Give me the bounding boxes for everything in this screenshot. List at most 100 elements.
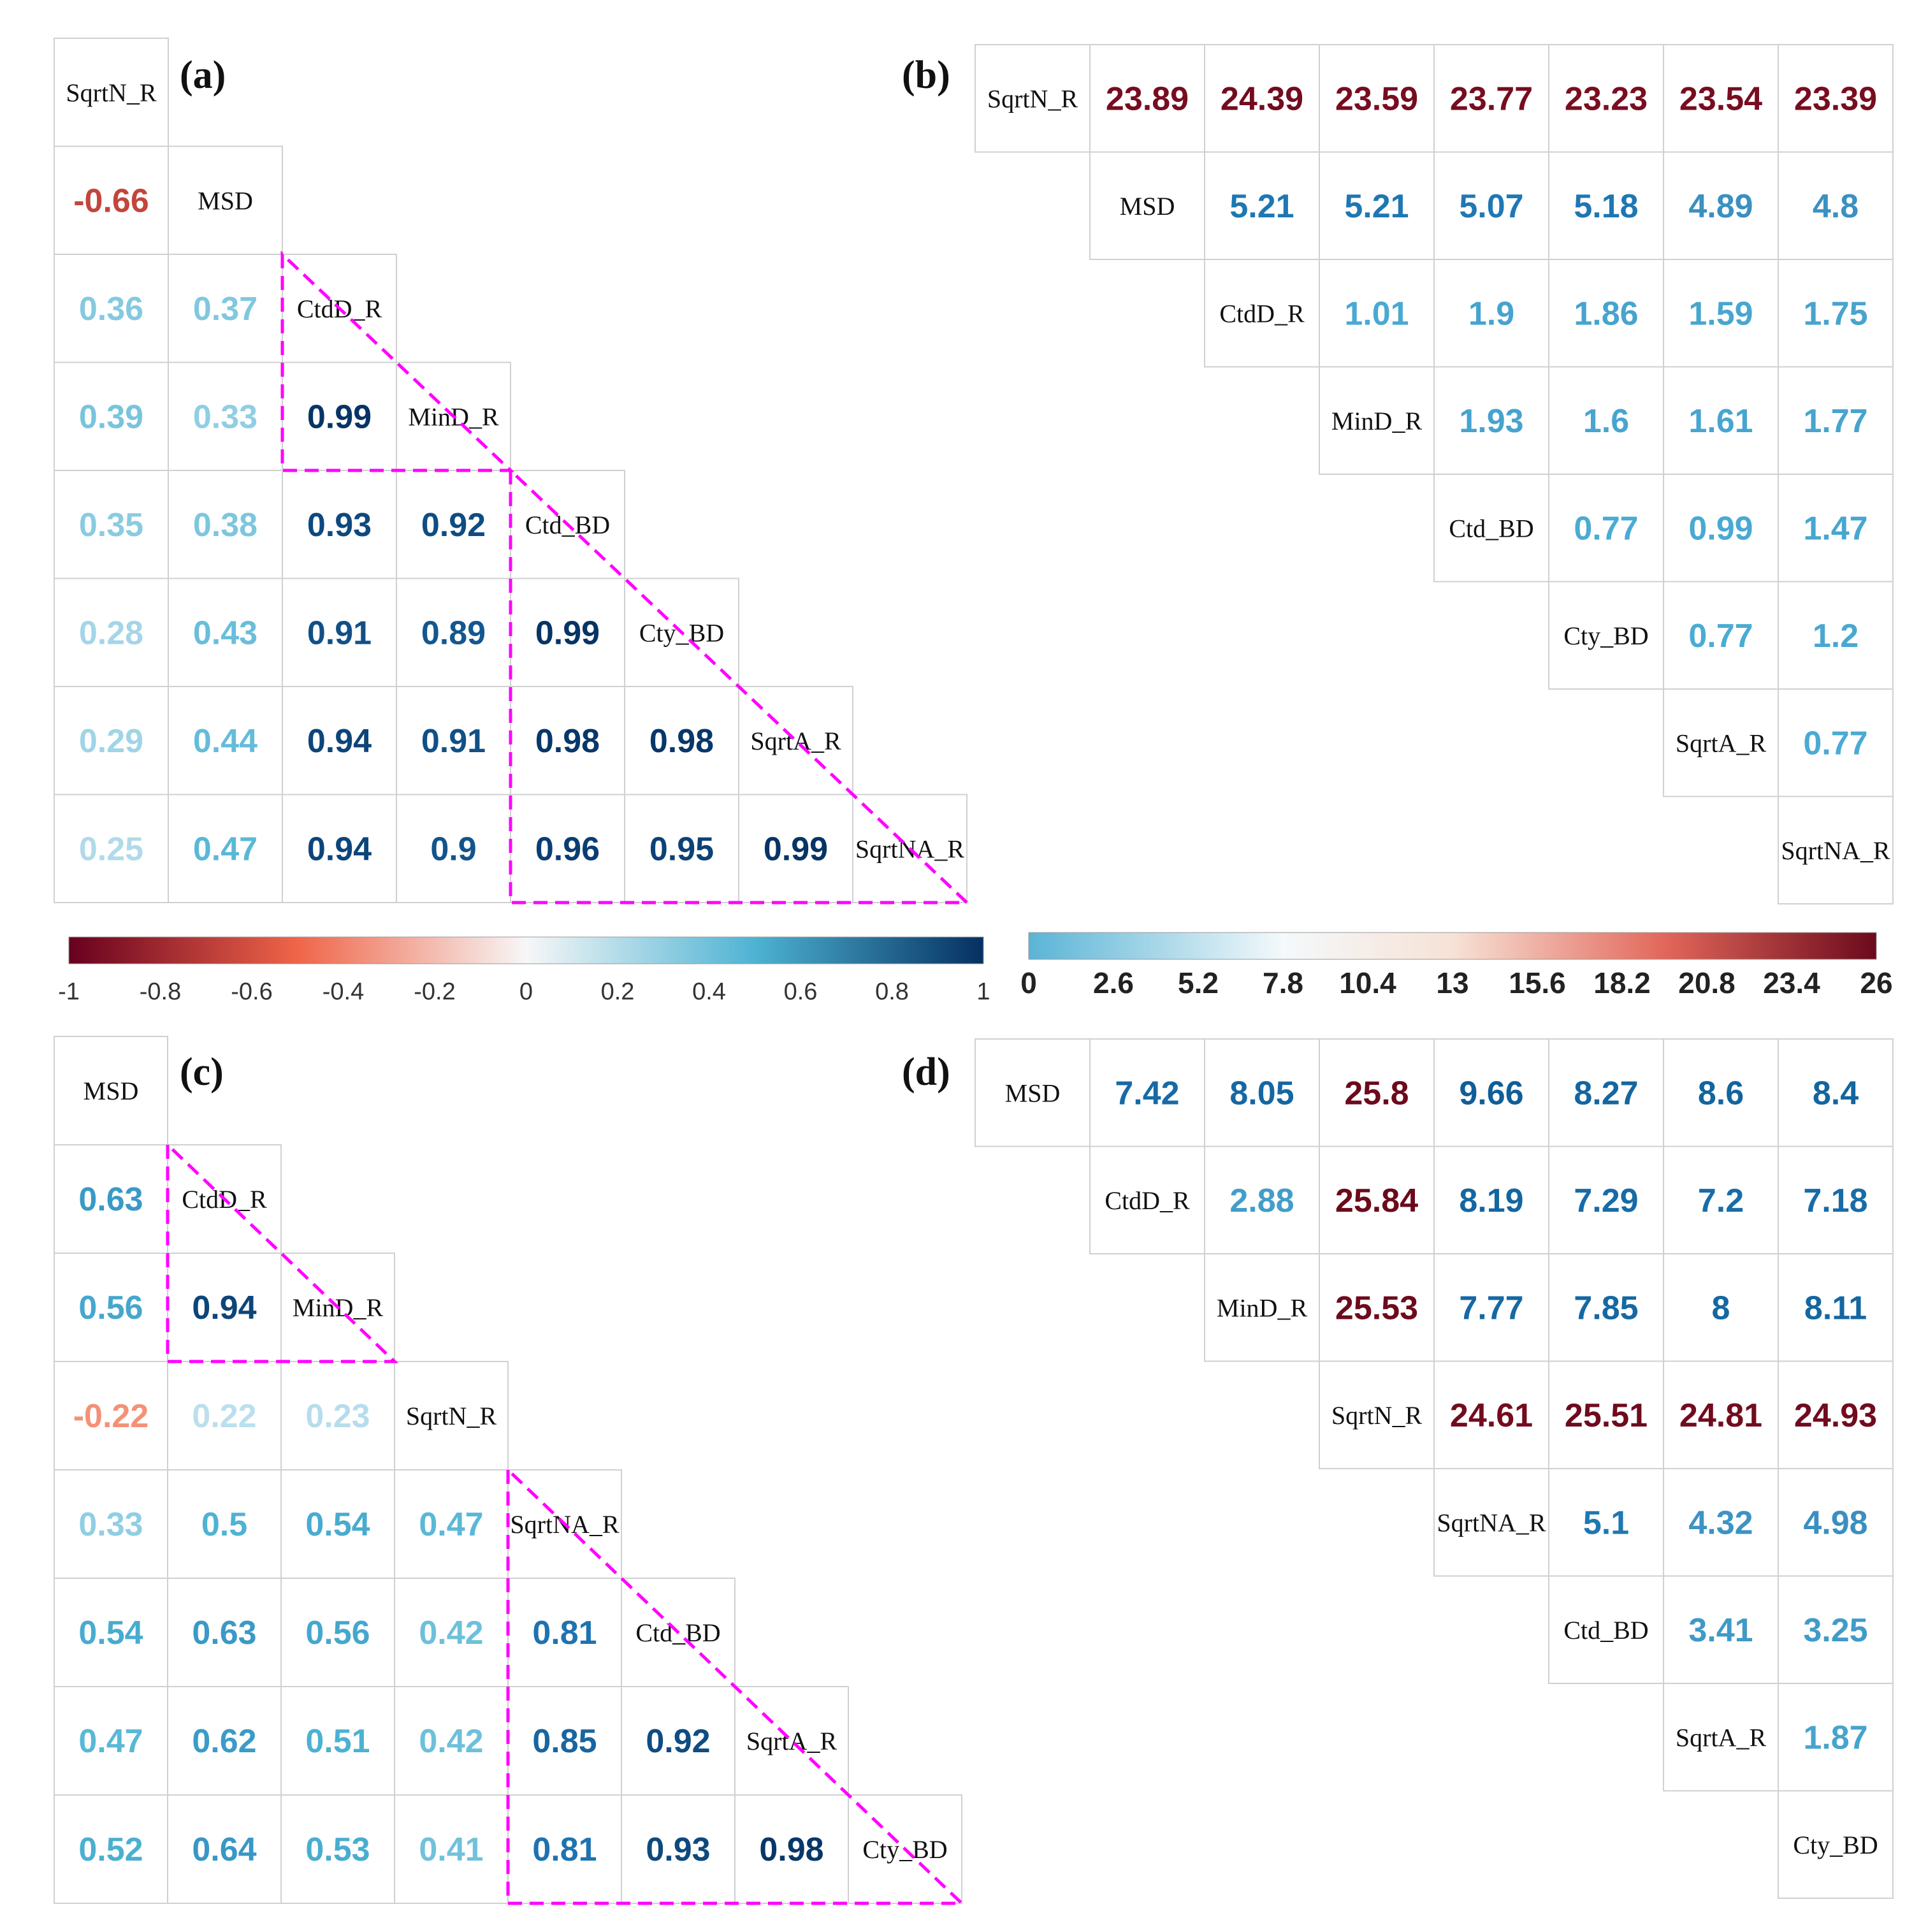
distance-value: 1.87 — [1803, 1719, 1867, 1756]
matrix-cell — [54, 254, 169, 363]
matrix-cell — [1204, 1038, 1320, 1147]
matrix-cell — [54, 1469, 168, 1579]
correlation-value: 0.54 — [78, 1615, 143, 1652]
variable-label: SqrtN_R — [66, 78, 157, 107]
variable-label: Cty_BD — [1793, 1831, 1878, 1859]
matrix-cell — [1433, 44, 1549, 153]
correlation-value: 0.33 — [78, 1506, 143, 1543]
matrix-cell — [167, 1578, 282, 1687]
matrix-cell — [1319, 259, 1435, 368]
matrix-cell — [1663, 1683, 1779, 1792]
colorbar-tick-label: -0.8 — [140, 978, 181, 1005]
matrix-cell — [1089, 1038, 1205, 1147]
correlation-value: 0.63 — [78, 1181, 143, 1218]
correlation-value: 0.99 — [307, 398, 372, 435]
correlation-value: 0.62 — [192, 1723, 256, 1760]
matrix-cell — [1548, 259, 1664, 368]
variable-label: CtdD_R — [1105, 1186, 1190, 1215]
matrix-cell — [54, 1794, 168, 1904]
matrix-cell — [1663, 259, 1779, 368]
distance-value: 8.4 — [1813, 1075, 1859, 1112]
matrix-cell — [54, 470, 169, 579]
matrix-cell — [1204, 151, 1320, 260]
distance-value: 7.85 — [1574, 1289, 1638, 1326]
correlation-value: 0.23 — [305, 1398, 370, 1435]
correlation-value: 0.42 — [419, 1723, 483, 1760]
correlation-value: 0.5 — [201, 1506, 247, 1543]
matrix-cell — [394, 1361, 509, 1471]
variable-label: Ctd_BD — [1563, 1616, 1648, 1645]
distance-value: 4.98 — [1803, 1504, 1867, 1541]
correlation-value: 0.41 — [419, 1831, 483, 1868]
matrix-cell — [1319, 1253, 1435, 1362]
distance-value: 23.54 — [1679, 80, 1762, 117]
colorbar-tick-label: 1 — [976, 978, 990, 1005]
matrix-cell — [1548, 151, 1664, 260]
distance-value: 25.53 — [1335, 1289, 1418, 1326]
distance-value: 1.61 — [1688, 403, 1753, 440]
matrix-cell — [1433, 1360, 1549, 1469]
distance-value: 3.25 — [1803, 1612, 1867, 1649]
correlation-value: 0.93 — [646, 1831, 710, 1868]
distance-value: 9.66 — [1459, 1075, 1523, 1112]
correlation-value: 0.29 — [79, 723, 143, 760]
distance-value: 4.32 — [1688, 1504, 1753, 1541]
distance-value: 4.89 — [1688, 188, 1753, 225]
colorbar-tick-label: -1 — [58, 978, 80, 1005]
matrix-cell — [1778, 44, 1894, 153]
colorbar-tick-label: 0.6 — [784, 978, 818, 1005]
distance-value: 1.2 — [1813, 618, 1859, 655]
correlation-value: 0.25 — [79, 831, 143, 868]
correlation-value: 0.98 — [649, 723, 714, 760]
matrix-cell — [1319, 366, 1435, 475]
matrix-cell — [1663, 44, 1779, 153]
correlation-colorbar: -1 -0.8 -0.6 -0.4 -0.2 0 0.2 0.4 0.6 0.8 1 — [58, 936, 990, 1005]
correlation-value: 0.47 — [419, 1506, 483, 1543]
correlation-value: 0.92 — [646, 1723, 710, 1760]
distance-value: 23.59 — [1335, 80, 1418, 117]
matrix-cell — [168, 794, 283, 903]
distance-value: 24.61 — [1450, 1397, 1533, 1434]
distance-value: 1.6 — [1583, 403, 1629, 440]
colorbar-tick-label: 0 — [1020, 966, 1037, 999]
colorbar-tick-label: 0 — [519, 978, 533, 1005]
correlation-value: 0.89 — [421, 614, 486, 651]
matrix-cell — [1663, 1360, 1779, 1469]
correlation-value: 0.33 — [193, 398, 257, 435]
colorbar-gradient — [68, 936, 984, 964]
correlation-value: 0.56 — [78, 1289, 143, 1326]
matrix-cell — [394, 1578, 509, 1687]
distance-value: 5.07 — [1459, 188, 1523, 225]
distance-value: 7.77 — [1459, 1289, 1523, 1326]
distance-value: 25.84 — [1335, 1182, 1418, 1219]
matrix-cell — [1778, 1253, 1894, 1362]
matrix-cell — [624, 686, 739, 795]
correlation-value: 0.98 — [759, 1831, 823, 1868]
variable-label: MinD_R — [1331, 407, 1423, 435]
matrix-cell — [168, 470, 283, 579]
matrix-cell — [1778, 1575, 1894, 1684]
correlation-value: 0.28 — [79, 614, 143, 651]
matrix-cell — [1548, 1038, 1664, 1147]
matrix-cell — [1778, 1790, 1894, 1899]
distance-value: 8.11 — [1804, 1289, 1867, 1326]
colorbar-tick-label: 0.2 — [601, 978, 635, 1005]
panel-tag: (d) — [902, 1050, 950, 1094]
variable-label: SqrtA_R — [1676, 1723, 1767, 1752]
matrix-cell — [280, 1578, 395, 1687]
distance-value: 8.27 — [1574, 1075, 1638, 1112]
colorbar-gradient — [1028, 932, 1877, 960]
matrix-cell — [54, 686, 169, 795]
variable-label: SqrtA_R — [1676, 729, 1767, 757]
correlation-value: 0.99 — [535, 614, 600, 651]
highlight-triangle — [506, 1466, 966, 1905]
matrix-cell — [1319, 1145, 1435, 1254]
correlation-value: 0.91 — [421, 723, 486, 760]
variable-label: CtdD_R — [1219, 299, 1305, 328]
variable-label: SqrtN_R — [1331, 1401, 1423, 1430]
matrix-cell — [54, 1361, 168, 1471]
correlation-value: 0.54 — [305, 1506, 370, 1543]
matrix-cell — [1089, 44, 1205, 153]
variable-label: Ctd_BD — [1449, 514, 1533, 542]
